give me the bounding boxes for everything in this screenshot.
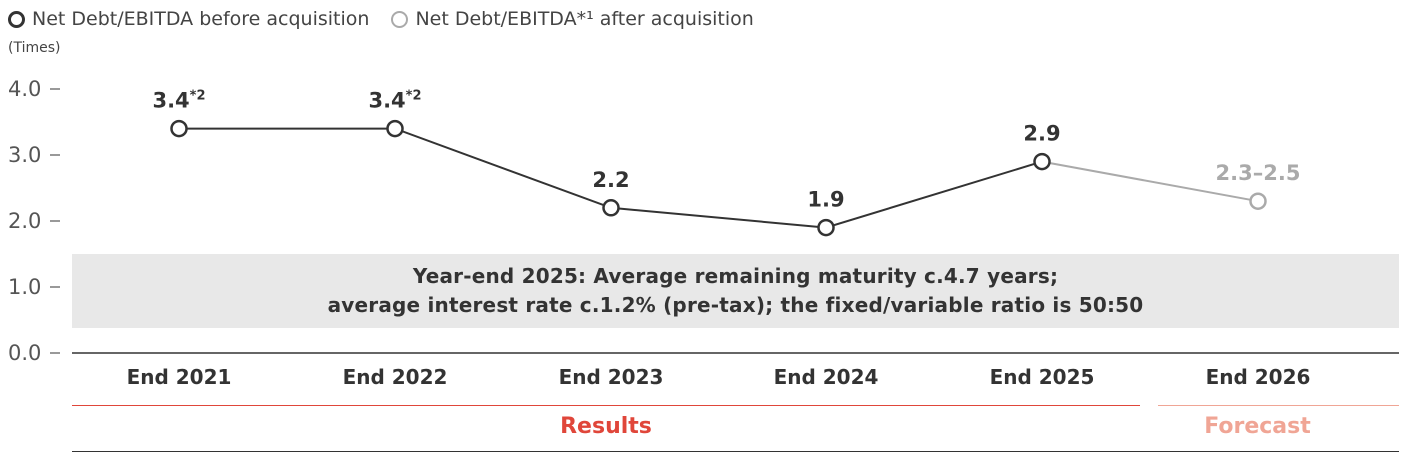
data-label: 2.3–2.5 [1216,161,1301,185]
data-label: 2.9 [1023,122,1060,146]
legend-label-before: Net Debt/EBITDA before acquisition [32,8,370,30]
legend-marker-dark [8,10,25,28]
note-line-2: average interest rate c.1.2% (pre-tax); … [327,293,1144,317]
y-axis-unit: (Times) [8,40,61,56]
x-tick-label: End 2021 [126,365,232,389]
data-label: 2.2 [592,168,629,192]
legend-marker-light [391,10,409,28]
x-tick-label: End 2025 [989,365,1095,389]
data-point [386,119,404,138]
y-tick-label: 0.0 [8,341,41,365]
x-tick-label: End 2022 [342,365,448,389]
x-tick-label: End 2026 [1205,365,1311,389]
data-label-footnote: *2 [406,89,422,104]
x-tick-label: End 2024 [773,365,879,389]
data-point [1033,152,1051,171]
data-point [602,199,620,217]
legend-label-after: Net Debt/EBITDA*¹ after acquisition [415,8,754,30]
bottom-rule [72,451,1399,452]
data-point [170,119,188,138]
y-tick-label: 3.0 [8,143,41,167]
y-tick-label: 4.0 [8,77,41,101]
legend-item-after: Net Debt/EBITDA*¹ after acquisition [391,8,754,30]
results-label: Results [560,414,652,439]
forecast-label: Forecast [1204,414,1311,439]
note-line-1: Year-end 2025: Average remaining maturit… [412,264,1059,288]
y-tick-label: 2.0 [8,209,41,233]
forecast-rule [1158,405,1399,406]
results-rule [72,405,1140,406]
legend-item-before: Net Debt/EBITDA before acquisition [8,8,369,30]
x-tick-label: End 2023 [558,365,664,389]
data-label-footnote: *2 [190,89,206,104]
y-tick-label: 1.0 [8,275,41,299]
data-label: 1.9 [807,188,844,212]
data-label: 3.4*2 [152,89,205,113]
note-box: Year-end 2025: Average remaining maturit… [72,254,1399,328]
data-point [817,218,835,237]
data-label: 3.4*2 [368,89,421,113]
data-point [1249,192,1267,210]
series-line-1 [1041,160,1259,203]
legend: Net Debt/EBITDA before acquisition Net D… [8,6,776,32]
